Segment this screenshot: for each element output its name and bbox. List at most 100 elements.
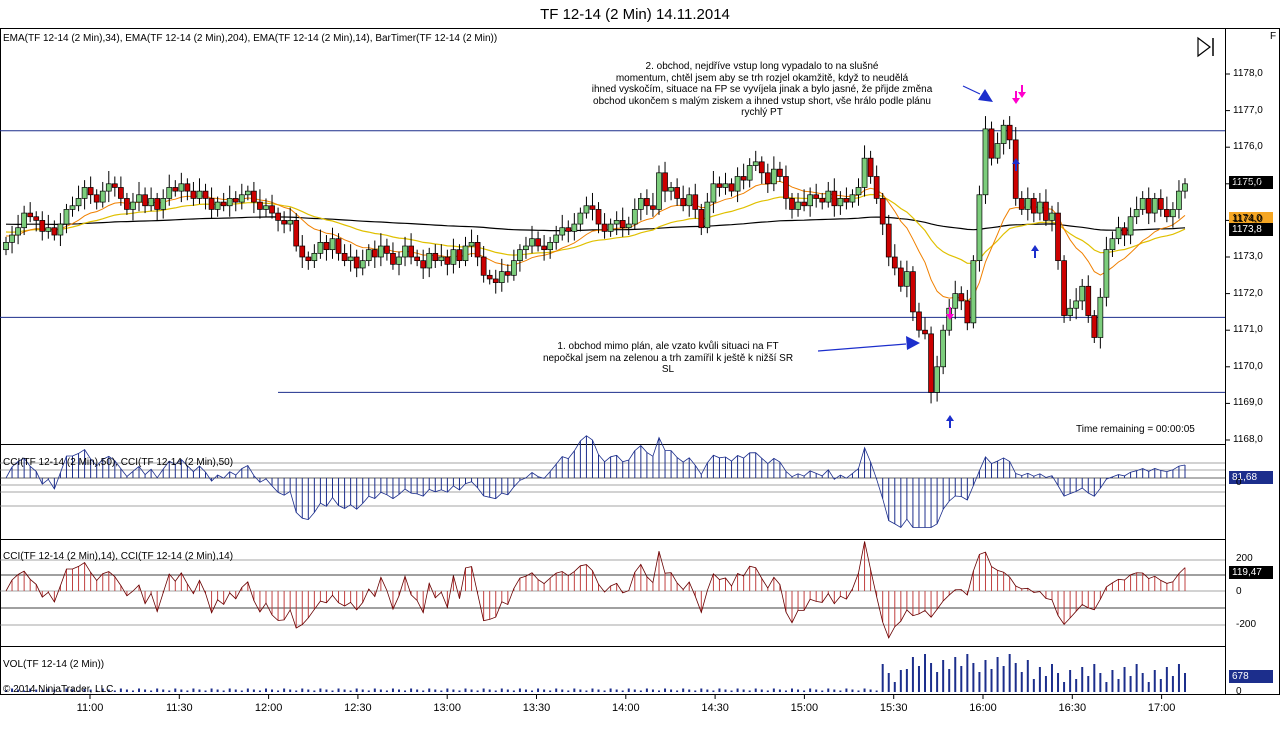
candle [740,163,747,190]
candle-body [69,205,76,210]
candle [402,236,408,267]
candle-body [843,198,850,203]
candle-body [589,205,596,210]
time-tick-label: 12:00 [254,702,283,714]
play-to-end-icon[interactable] [1196,36,1218,58]
annotation-pointer-head [906,336,920,350]
candle [692,183,699,219]
annotation-trade-1: 1. obchod mimo plán, ale vzato kvůli sit… [518,341,818,376]
candle-body [257,201,263,210]
candle [613,211,620,236]
candle-body [1024,198,1031,210]
candle-body [734,176,741,192]
candle [577,207,584,232]
candle-body [359,260,366,269]
candle-body [378,245,384,258]
candle-body [390,252,396,265]
candle-body [783,176,789,199]
candle-body [1030,198,1037,214]
candle-body [716,183,723,188]
price-tick-label: 1175,0 [1233,177,1263,189]
candle [75,185,82,212]
candle-body [111,183,118,188]
candle [317,229,324,259]
candle [335,233,342,261]
short-entry-arrow [1012,91,1020,104]
candle [408,233,414,265]
candle-body [910,271,916,313]
candle [595,202,602,234]
candle [492,269,499,294]
candle [208,187,215,219]
candle-body [529,238,535,247]
candle-body [958,293,965,302]
candle-body [764,172,771,185]
candle-body [625,223,632,229]
candle [879,192,886,236]
candle-body [498,271,505,283]
volume-tick: 0 [1236,686,1242,697]
candle-body [263,205,269,210]
candle-body [1103,249,1110,298]
candle-body [758,161,765,174]
candle [1139,191,1146,215]
candle-body [571,223,578,232]
candle [148,187,154,212]
candle-body [438,256,445,262]
candle [583,196,590,219]
candle [438,244,445,267]
candle-body [160,198,167,210]
candle-body [710,183,717,203]
candle [529,225,535,254]
candle-body [964,300,971,324]
candle-body [740,176,747,181]
candle [486,269,493,285]
candle [359,249,366,276]
candle [910,266,916,322]
candle [105,170,112,203]
candle [305,251,312,270]
annotation-line: ihned vyskočím, situace na FP se vyvíjel… [591,84,933,95]
candle [275,207,281,232]
candle-body [347,256,354,262]
candle [154,192,161,221]
candle [1043,189,1049,226]
candle-body [1049,212,1055,221]
candle-body [202,190,209,199]
candle-body [99,190,106,203]
cci14-line [5,541,1186,639]
annotation-trade-2: 2. obchod, nejdříve vstup long vypadalo … [572,61,952,119]
candle [57,213,64,247]
long-entry-arrow [1012,158,1020,171]
candle [1115,216,1122,245]
candle-body [1151,198,1158,214]
candle-body [1145,198,1152,214]
candle-body [535,238,541,247]
candle [130,192,136,221]
candle-body [1176,190,1182,210]
candle [1103,236,1110,307]
cci50-label: CCI(TF 12-14 (2 Min),50), CCI(TF 12-14 (… [3,457,234,468]
candle [184,178,191,201]
candle [565,220,572,243]
candle [819,192,826,210]
candle [51,220,58,241]
candle-body [1067,307,1073,316]
candle-body [275,212,281,221]
trade-markers [817,85,1039,428]
candle-body [21,212,27,229]
candle [196,178,203,204]
candle [1097,288,1104,349]
candle [535,231,541,252]
candle-body [293,220,300,247]
candle-body [402,245,408,258]
candle [226,185,233,217]
price-tick-label: 1168,0 [1233,434,1263,445]
candle [897,260,904,292]
candle-body [311,252,318,262]
candle-body [492,278,499,283]
candle-body [517,249,523,262]
candle-body [849,194,856,203]
candle-body [33,216,40,221]
cci50-value-badge: 81,68 [1229,471,1273,484]
